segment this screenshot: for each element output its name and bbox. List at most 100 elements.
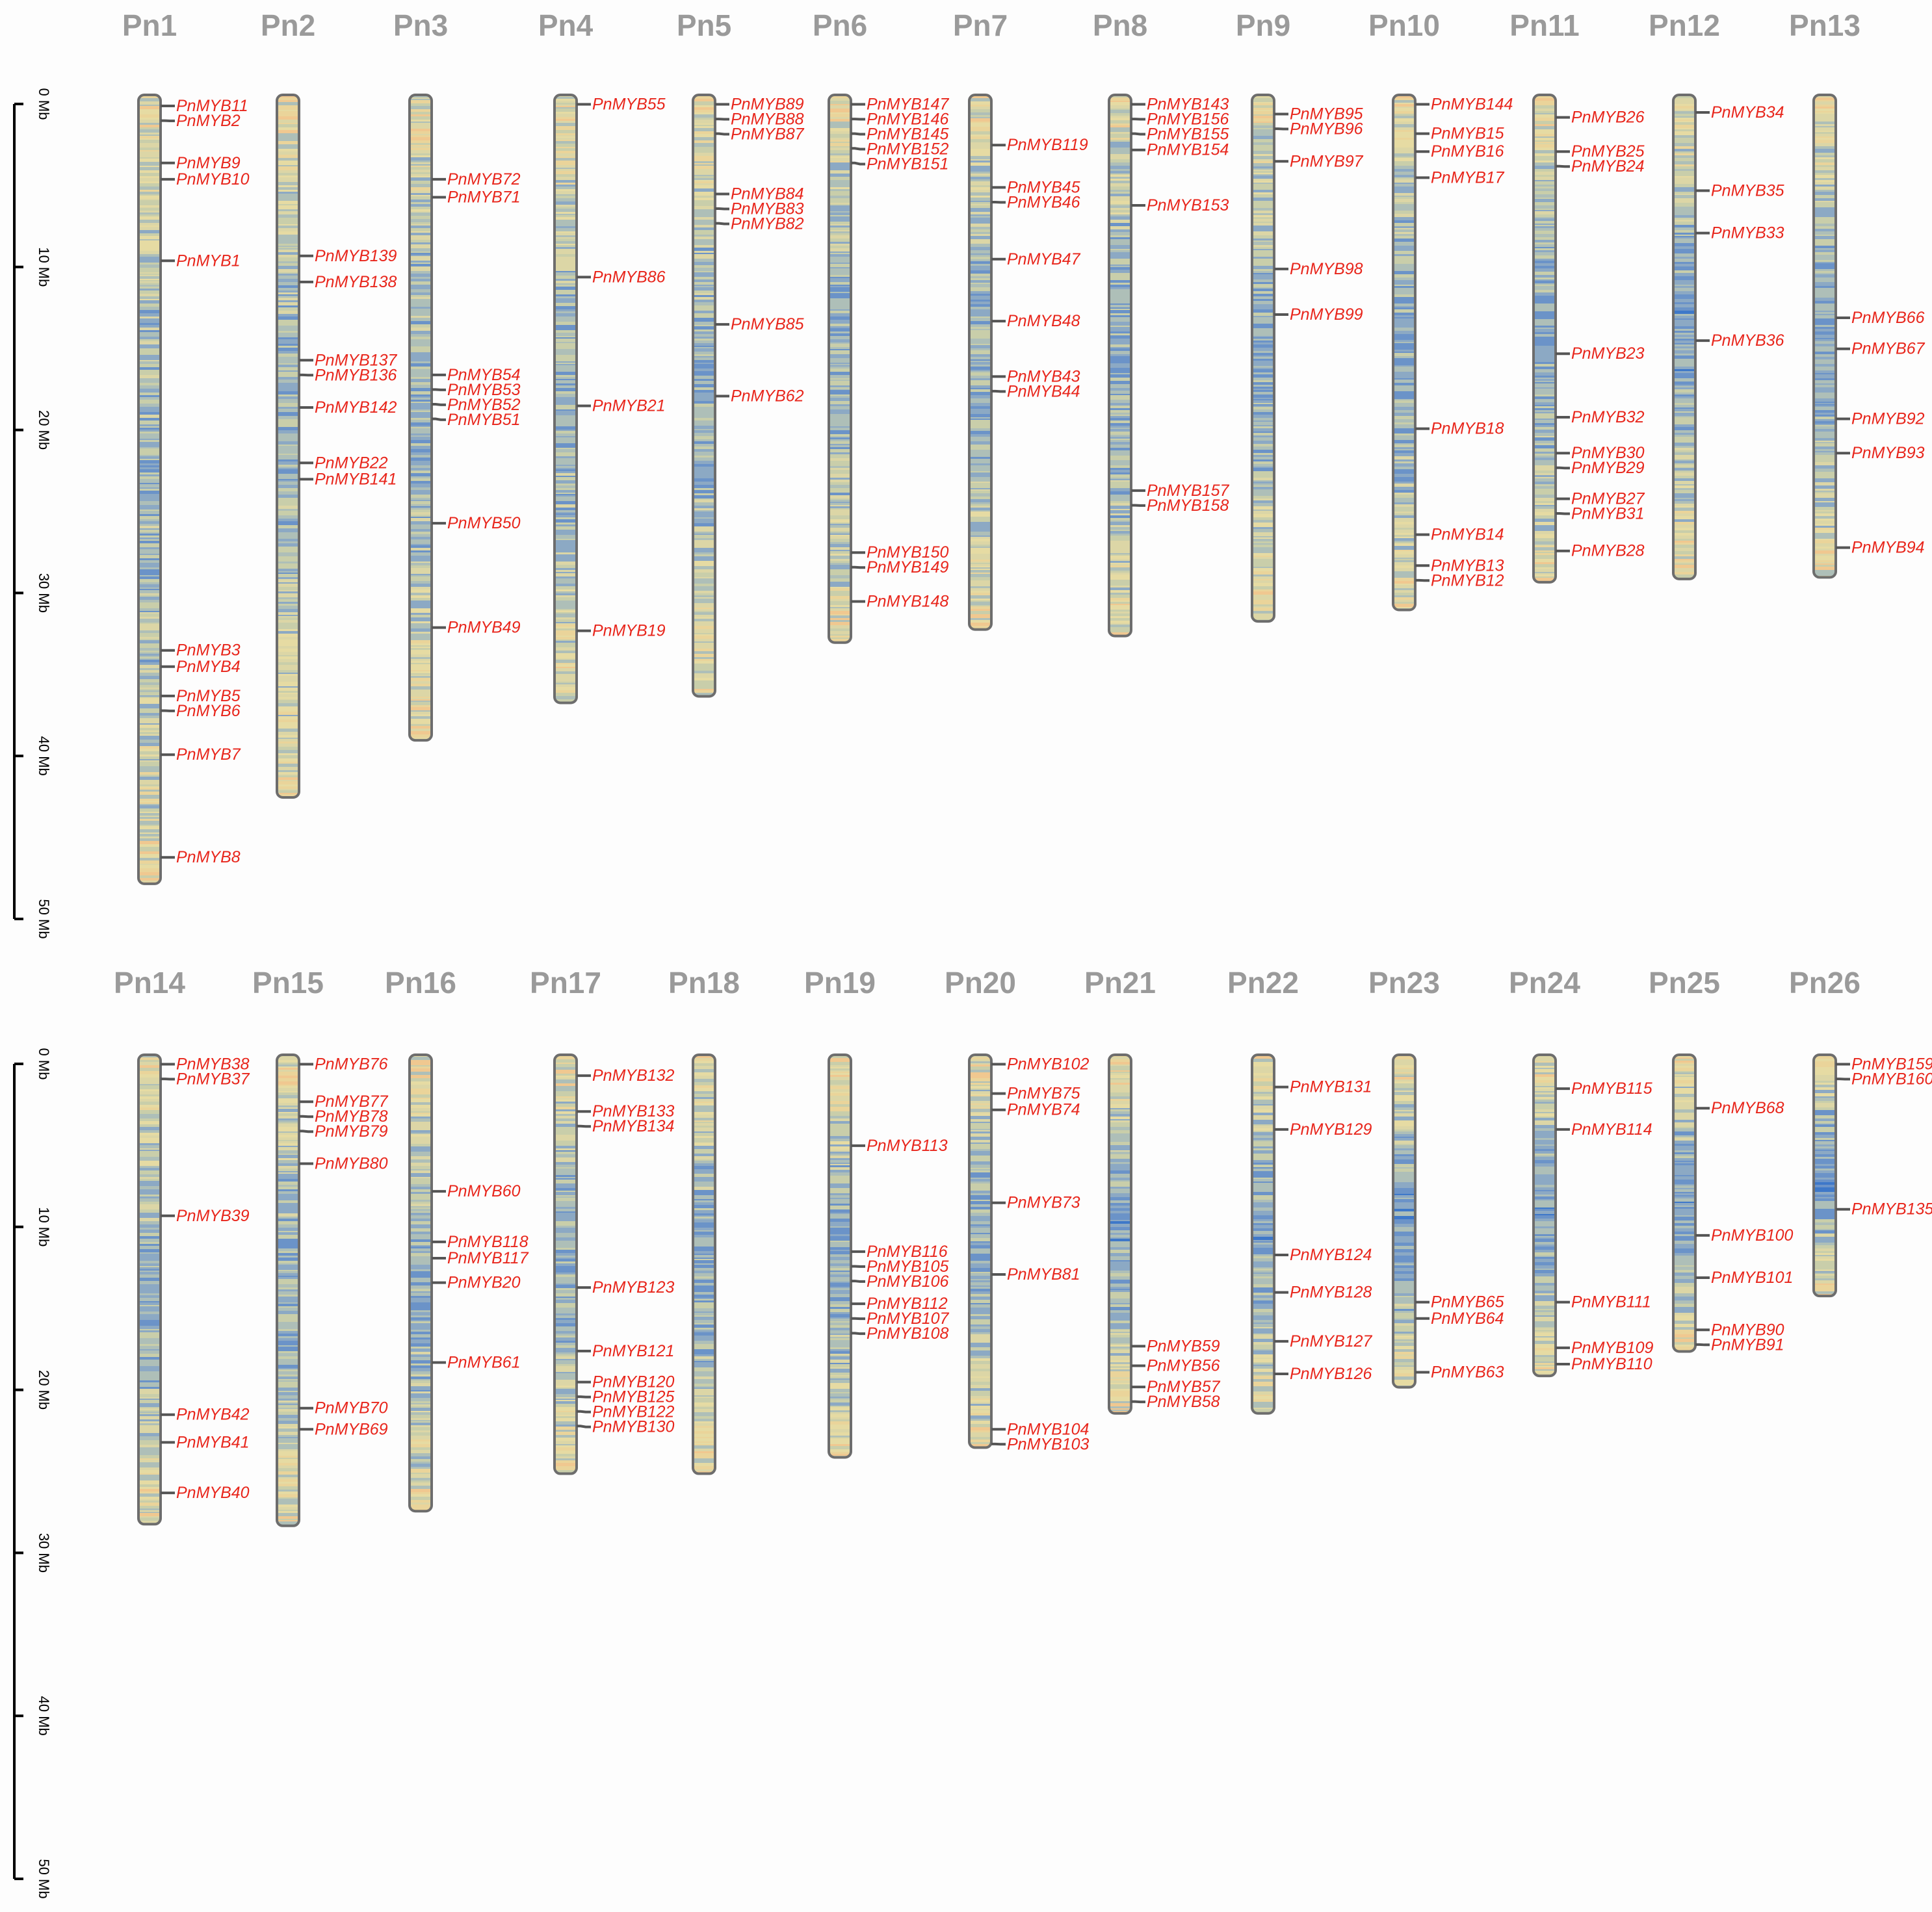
- gene-label: PnMYB154: [1147, 141, 1229, 159]
- gene-label: PnMYB97: [1290, 152, 1364, 170]
- chromosome-outline: [553, 1053, 578, 1475]
- gene-marker: PnMYB49: [432, 619, 521, 637]
- gene-label: PnMYB112: [867, 1295, 948, 1313]
- gene-marker: PnMYB78: [299, 1107, 388, 1126]
- gene-marker: PnMYB155: [1131, 125, 1229, 144]
- gene-label: PnMYB42: [176, 1406, 250, 1424]
- gene-label: PnMYB59: [1147, 1337, 1220, 1355]
- gene-marker: PnMYB71: [432, 188, 521, 206]
- gene-label: PnMYB127: [1290, 1332, 1373, 1350]
- gene-marker: PnMYB118: [432, 1233, 529, 1251]
- gene-marker: PnMYB1: [161, 252, 241, 270]
- gene-marker: PnMYB68: [1695, 1099, 1784, 1117]
- gene-marker: PnMYB121: [577, 1342, 674, 1360]
- chromosome-title: Pn20: [945, 966, 1016, 1000]
- gene-marker: PnMYB133: [577, 1102, 675, 1120]
- gene-marker: PnMYB92: [1836, 410, 1925, 428]
- gene-label: PnMYB87: [731, 125, 805, 144]
- density-heatmap: [277, 1055, 299, 1526]
- density-heatmap: [410, 1055, 432, 1512]
- gene-marker: PnMYB44: [991, 382, 1080, 400]
- density-heatmap: [1534, 95, 1556, 582]
- gene-marker: PnMYB94: [1836, 539, 1925, 557]
- gene-marker: PnMYB160: [1836, 1070, 1932, 1089]
- scale-tick-label: 20 Mb: [36, 410, 52, 450]
- chromosome-title: Pn9: [1236, 8, 1290, 42]
- density-heatmap: [1814, 1055, 1836, 1297]
- gene-marker: PnMYB132: [577, 1066, 675, 1085]
- gene-label: PnMYB86: [592, 268, 666, 286]
- gene-connector: [851, 1280, 865, 1283]
- gene-label: PnMYB57: [1147, 1378, 1221, 1396]
- scale-tick-label: 40 Mb: [36, 1696, 52, 1736]
- chromosome-outline: [828, 1053, 852, 1459]
- gene-marker: PnMYB96: [1274, 120, 1363, 138]
- gene-label: PnMYB74: [1007, 1101, 1080, 1119]
- gene-label: PnMYB109: [1571, 1339, 1654, 1357]
- gene-label: PnMYB4: [176, 658, 241, 676]
- chromosome-pn5: Pn5PnMYB89PnMYB88PnMYB87PnMYB84PnMYB83Pn…: [677, 8, 805, 698]
- gene-marker: PnMYB124: [1274, 1246, 1372, 1264]
- gene-label: PnMYB65: [1431, 1293, 1504, 1311]
- gene-marker: PnMYB29: [1556, 459, 1645, 477]
- gene-marker: PnMYB88: [715, 110, 804, 129]
- gene-label: PnMYB102: [1007, 1055, 1090, 1074]
- gene-label: PnMYB96: [1290, 120, 1363, 138]
- gene-label: PnMYB60: [447, 1182, 521, 1200]
- gene-marker: PnMYB61: [432, 1353, 521, 1371]
- chromosome-outline: [1392, 94, 1416, 612]
- density-heatmap: [829, 1055, 851, 1458]
- gene-label: PnMYB79: [315, 1122, 388, 1141]
- gene-label: PnMYB16: [1431, 142, 1504, 161]
- gene-connector: [851, 161, 865, 166]
- chromosome-pn25: Pn25 PnMYB68 PnMYB100 PnMYB101 PnMYB90PnMYB9…: [1649, 966, 1794, 1354]
- gene-label: PnMYB3: [176, 641, 241, 660]
- gene-label: PnMYB53: [447, 381, 521, 399]
- gene-marker: PnMYB159: [1836, 1055, 1932, 1074]
- chromosome-pn4: Pn4 PnMYB55 PnMYB86 PnMYB21 PnMYB19: [538, 8, 666, 704]
- gene-marker: PnMYB158: [1131, 497, 1229, 515]
- gene-label: PnMYB18: [1431, 420, 1504, 438]
- density-heatmap: [1534, 1055, 1556, 1376]
- gene-label: PnMYB46: [1007, 193, 1080, 211]
- chromosome-outline: [1532, 1053, 1557, 1378]
- gene-marker: PnMYB142: [299, 398, 397, 417]
- gene-marker: PnMYB104: [991, 1420, 1089, 1438]
- gene-label: PnMYB50: [447, 514, 521, 532]
- gene-label: PnMYB11: [176, 97, 248, 115]
- gene-marker: PnMYB30: [1556, 444, 1645, 462]
- density-heatmap: [138, 1055, 161, 1525]
- density-heatmap: [969, 95, 991, 630]
- gene-label: PnMYB139: [315, 247, 397, 265]
- gene-label: PnMYB120: [592, 1373, 675, 1391]
- gene-marker: PnMYB101: [1695, 1269, 1793, 1287]
- gene-label: PnMYB118: [447, 1233, 529, 1251]
- gene-label: PnMYB69: [315, 1420, 388, 1438]
- gene-marker: PnMYB74: [991, 1101, 1080, 1119]
- gene-marker: PnMYB14: [1415, 526, 1504, 544]
- gene-label: PnMYB101: [1711, 1269, 1793, 1287]
- gene-marker: PnMYB33: [1695, 224, 1784, 242]
- density-heatmap: [1673, 95, 1695, 579]
- gene-label: PnMYB80: [315, 1154, 388, 1172]
- gene-marker: PnMYB45: [991, 178, 1080, 196]
- gene-marker: PnMYB28: [1556, 542, 1645, 560]
- scale-tick-label: 20 Mb: [36, 1370, 52, 1410]
- scale-tick-label: 40 Mb: [36, 736, 52, 776]
- gene-marker: PnMYB110: [1556, 1355, 1652, 1373]
- gene-marker: PnMYB116: [851, 1243, 948, 1261]
- gene-marker: PnMYB72: [432, 170, 521, 188]
- gene-label: PnMYB64: [1431, 1310, 1504, 1328]
- gene-label: PnMYB10: [176, 170, 250, 188]
- gene-label: PnMYB103: [1007, 1435, 1090, 1453]
- chromosome-outline: [968, 1053, 993, 1449]
- gene-marker: PnMYB102: [991, 1055, 1090, 1074]
- gene-marker: PnMYB99: [1274, 305, 1363, 324]
